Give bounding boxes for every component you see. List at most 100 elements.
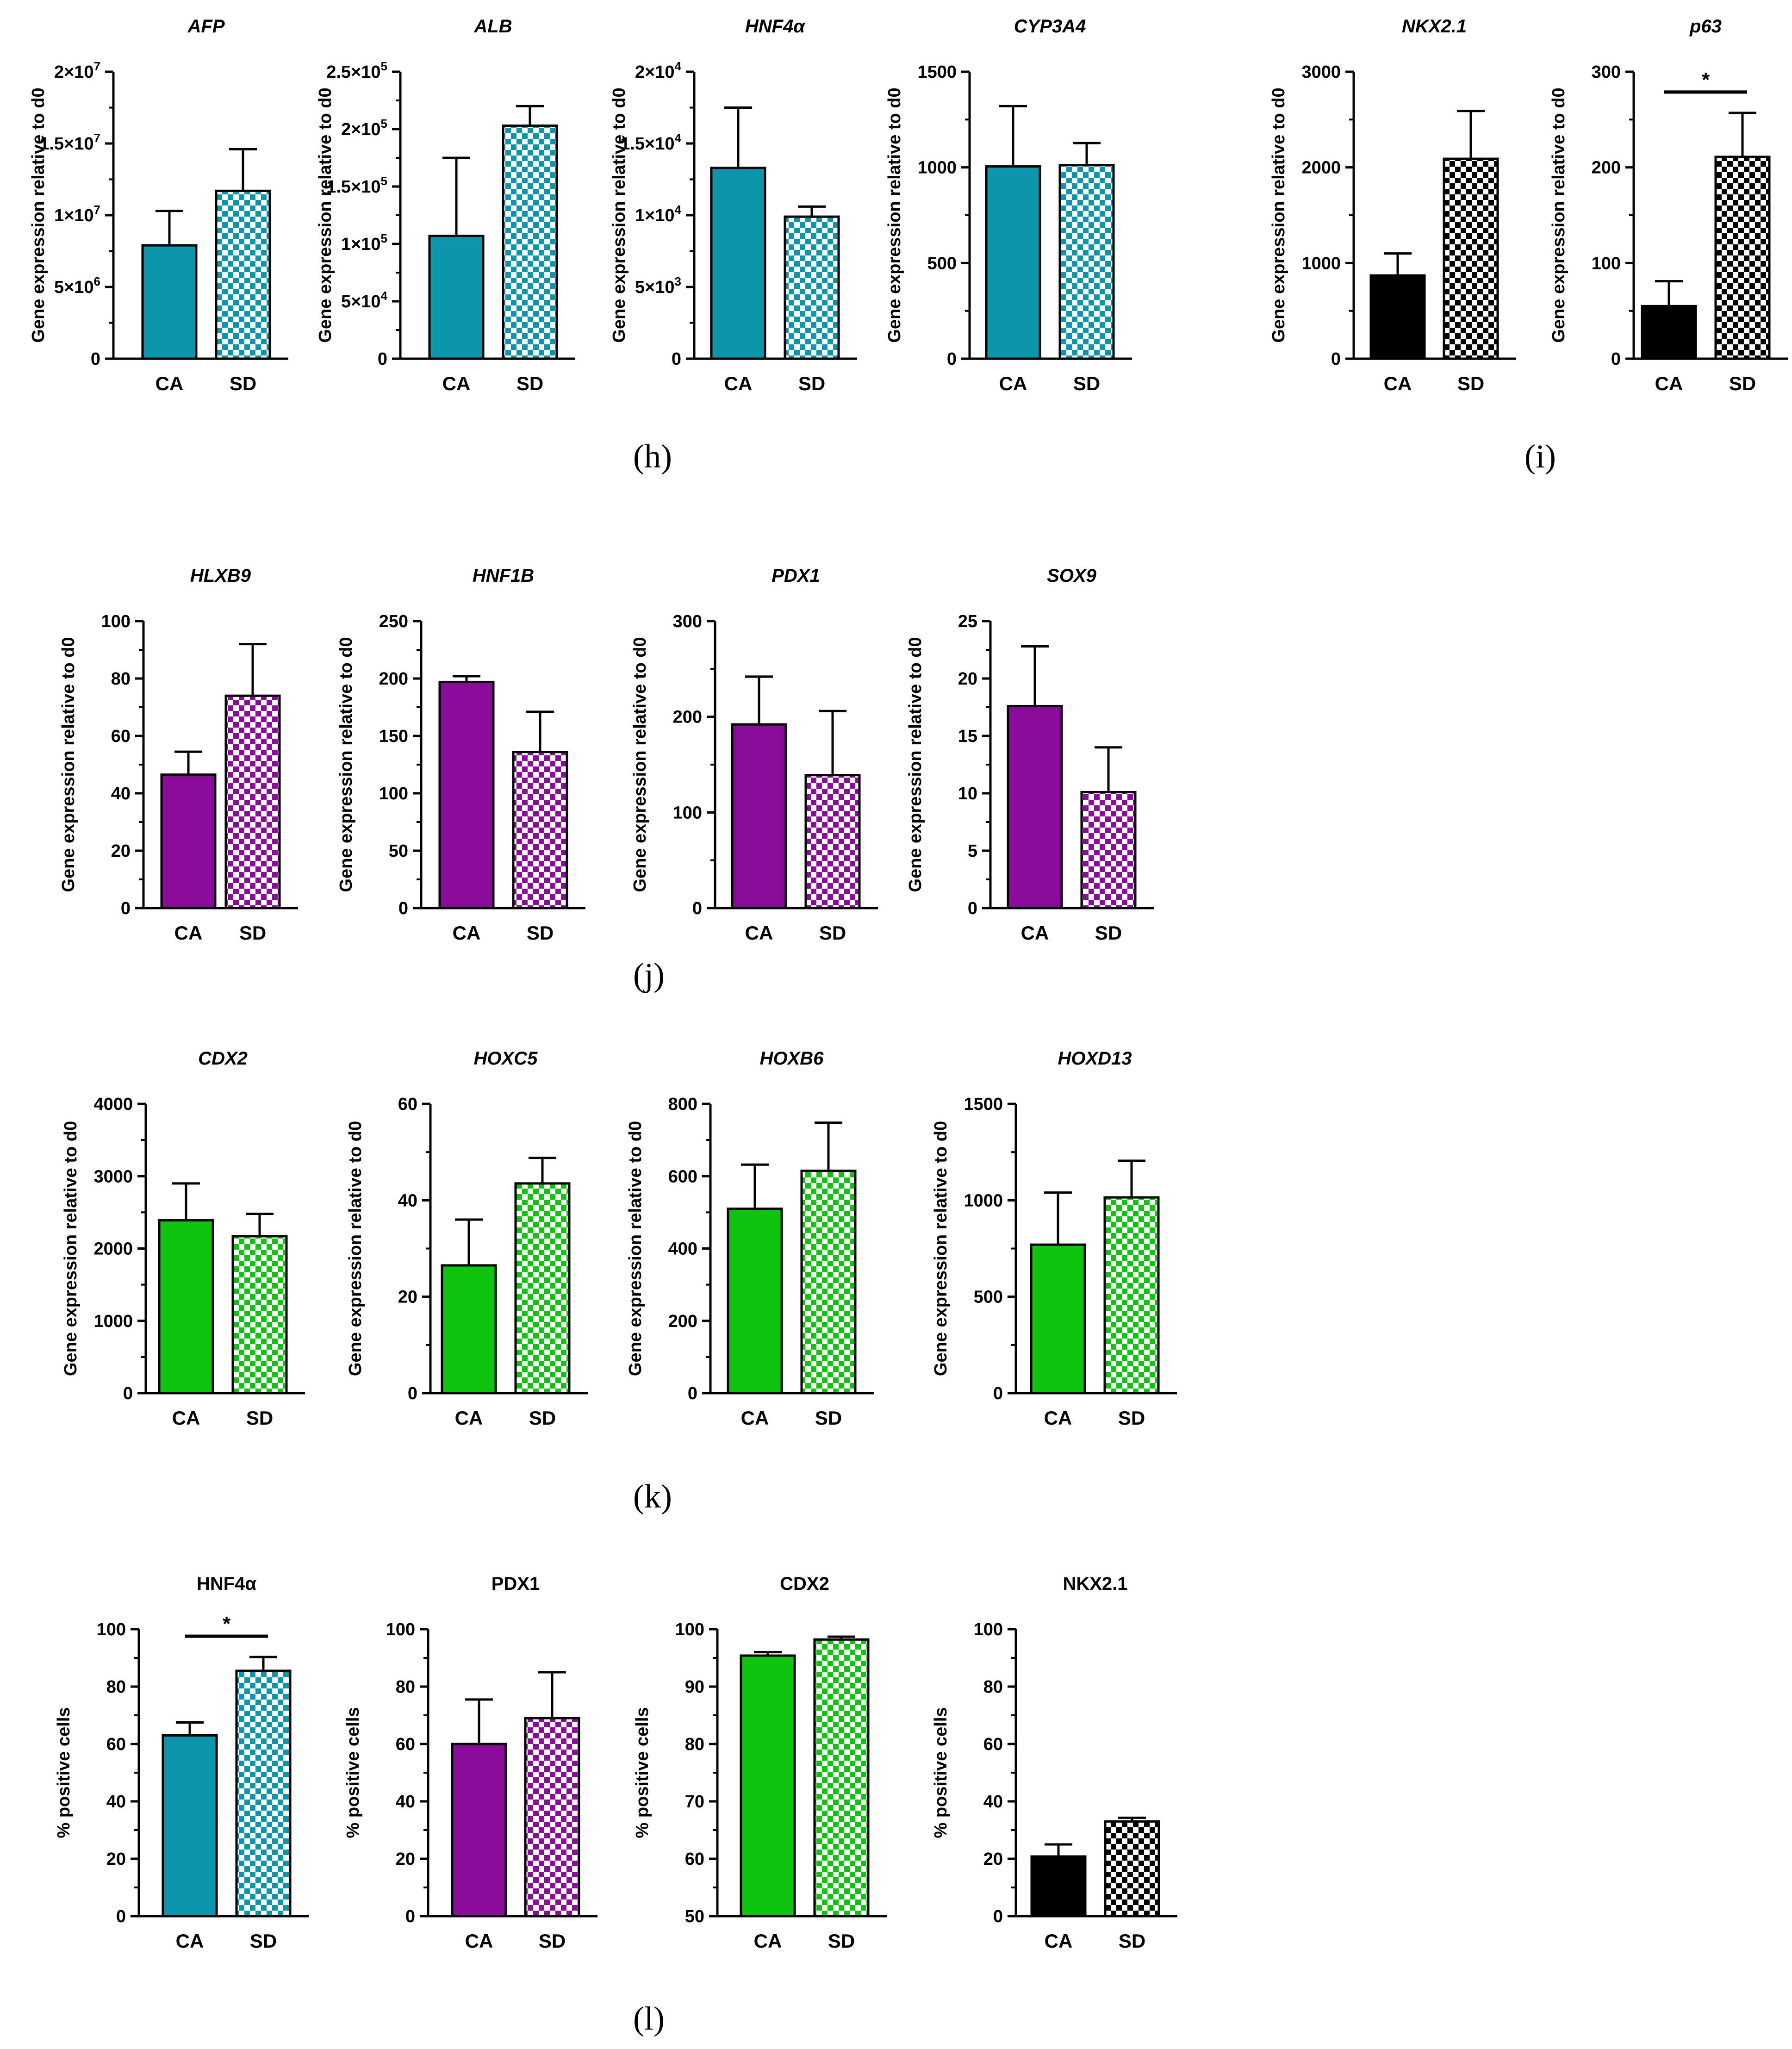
chart-hnf4a: HNF4α Gene expression relative to d0 0 5×10… xyxy=(610,16,857,394)
panel-label-h: (h) xyxy=(633,438,672,475)
y-tick-label: 20 xyxy=(396,1850,415,1869)
chart-title: CDX2 xyxy=(780,1574,829,1594)
y-axis-label: % positive cells xyxy=(931,1707,951,1838)
chart-title: HLXB9 xyxy=(190,566,251,586)
bar-sd xyxy=(502,125,558,360)
bar-ca xyxy=(438,680,495,909)
y-tick-label: 200 xyxy=(379,669,408,689)
y-tick-label: 1000 xyxy=(917,158,957,178)
chart-afp: AFP Gene expression relative to d0 0 5×106 1… xyxy=(29,16,288,394)
y-tick-label: 60 xyxy=(983,1735,1003,1754)
y-axis-label: % positive cells xyxy=(54,1707,74,1838)
bar-sd xyxy=(1080,791,1137,909)
y-axis-label: Gene expression relative to d0 xyxy=(336,637,356,892)
y-axis-label: Gene expression relative to d0 xyxy=(1549,87,1568,343)
x-tick-label: CA xyxy=(754,1930,782,1952)
y-tick-label: 500 xyxy=(974,1288,1003,1307)
y-tick-label: 3000 xyxy=(1301,62,1341,82)
x-tick-label: CA xyxy=(465,1930,493,1952)
bar-sd xyxy=(813,1638,870,1918)
bar-sd xyxy=(231,1235,288,1395)
chart-hoxd13: HOXD13 Gene expression relative to d0 0 500… xyxy=(931,1048,1177,1429)
x-tick-label: SD xyxy=(798,373,825,394)
bar-ca xyxy=(158,1219,214,1395)
y-axis-label: Gene expression relative to d0 xyxy=(610,87,629,343)
chart-title: HOXC5 xyxy=(474,1048,538,1069)
bar-sd xyxy=(1104,1820,1160,1918)
y-tick-label: 0 xyxy=(947,349,957,369)
x-tick-label: CA xyxy=(174,922,203,944)
x-tick-label: SD xyxy=(529,1407,556,1429)
chart-hoxc5: HOXC5 Gene expression relative to d0 0 20 40… xyxy=(346,1048,588,1429)
chart-title: SOX9 xyxy=(1047,566,1096,586)
y-axis-label: Gene expression relative to d0 xyxy=(316,87,335,343)
y-tick-label: 1500 xyxy=(964,1095,1003,1114)
x-tick-label: SD xyxy=(828,1930,855,1952)
chart-title: HNF4α xyxy=(745,16,806,37)
y-tick-label: 100 xyxy=(1592,254,1621,273)
y-tick-label: 300 xyxy=(1592,62,1621,82)
significance-marker: * xyxy=(223,1613,231,1635)
x-tick-label: CA xyxy=(1021,922,1049,944)
y-axis-label: % positive cells xyxy=(633,1707,652,1838)
y-tick-label: 200 xyxy=(668,1312,697,1331)
bar-sd xyxy=(1443,157,1499,360)
y-tick-label: 40 xyxy=(983,1792,1003,1812)
bar-sd xyxy=(784,215,840,360)
x-tick-label: SD xyxy=(516,373,543,394)
y-tick-label: 0 xyxy=(1331,349,1341,369)
x-tick-label: SD xyxy=(815,1407,842,1429)
chart-title: HNF1B xyxy=(473,566,534,586)
y-tick-label: 100 xyxy=(974,1620,1003,1639)
bar-sd xyxy=(800,1170,857,1395)
bar-ca xyxy=(451,1743,507,1918)
bar-sd xyxy=(235,1669,292,1918)
y-tick-label: 1×105 xyxy=(341,231,387,254)
bar-ca xyxy=(731,723,787,909)
bar-ca xyxy=(740,1654,796,1918)
y-tick-label: 0 xyxy=(408,1384,417,1403)
y-axis-label: Gene expression relative to d0 xyxy=(630,637,650,892)
bar-sd xyxy=(512,751,568,909)
y-tick-label: 50 xyxy=(389,841,408,861)
y-tick-label: 60 xyxy=(398,1095,417,1114)
chart-title: AFP xyxy=(187,16,225,37)
y-tick-label: 1000 xyxy=(1301,254,1341,273)
bar-ca xyxy=(1030,1243,1086,1395)
chart-hoxb6: HOXB6 Gene expression relative to d0 0 200 4… xyxy=(626,1048,874,1429)
chart-pct_hnf4a: HNF4α % positive cells 0 20 40 60 80 100 CA SD * xyxy=(54,1574,309,1952)
bar-ca xyxy=(1641,305,1697,360)
y-tick-label: 25 xyxy=(958,612,977,631)
chart-title: ALB xyxy=(473,16,512,37)
y-tick-label: 40 xyxy=(106,1792,126,1812)
bar-ca xyxy=(1369,274,1426,360)
y-tick-label: 40 xyxy=(398,1191,417,1210)
y-tick-label: 100 xyxy=(673,803,702,822)
y-axis-label: Gene expression relative to d0 xyxy=(59,637,78,892)
x-tick-label: CA xyxy=(156,373,184,394)
bar-ca xyxy=(162,1734,218,1918)
x-tick-label: CA xyxy=(455,1407,483,1429)
y-tick-label: 2×104 xyxy=(635,59,682,82)
y-tick-label: 90 xyxy=(685,1677,704,1697)
chart-p63: p63 Gene expression relative to d0 0 100 200… xyxy=(1549,16,1788,394)
y-tick-label: 0 xyxy=(378,349,387,369)
chart-title: CDX2 xyxy=(198,1048,248,1069)
y-tick-label: 60 xyxy=(685,1850,704,1869)
y-tick-label: 1×107 xyxy=(54,203,100,225)
y-tick-label: 10 xyxy=(958,784,977,803)
y-tick-label: 20 xyxy=(958,669,977,689)
y-tick-label: 1.5×107 xyxy=(39,131,100,154)
chart-pct_nkx21: NKX2.1 % positive cells 0 20 40 60 80 100 CA SD xyxy=(931,1574,1177,1952)
y-tick-label: 15 xyxy=(958,727,977,746)
chart-hlxb9: HLXB9 Gene expression relative to d0 0 20 40… xyxy=(59,566,298,944)
chart-cdx2: CDX2 Gene expression relative to d0 0 1000 2… xyxy=(61,1048,305,1429)
y-tick-label: 0 xyxy=(116,1907,126,1926)
y-tick-label: 0 xyxy=(993,1907,1003,1926)
y-axis-label: % positive cells xyxy=(343,1707,363,1838)
y-tick-label: 50 xyxy=(685,1907,704,1926)
y-tick-label: 0 xyxy=(968,899,977,918)
y-tick-label: 1×104 xyxy=(635,203,682,225)
y-tick-label: 100 xyxy=(379,784,408,803)
y-tick-label: 80 xyxy=(106,1677,126,1697)
